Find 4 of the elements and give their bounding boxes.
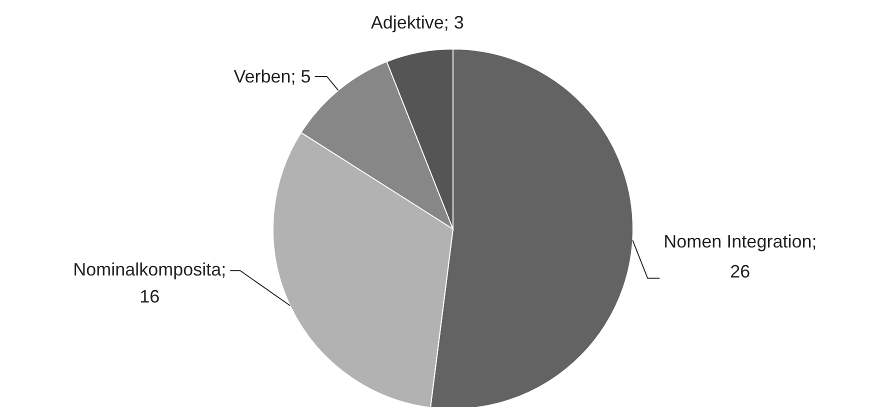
slice-label: Nomen Integration; 26 — [664, 231, 817, 282]
slice-label: Adjektive; 3 — [370, 12, 464, 33]
slice-label: Nominalkomposita; 16 — [73, 260, 226, 307]
slice-label: Verben; 5 — [234, 66, 311, 86]
